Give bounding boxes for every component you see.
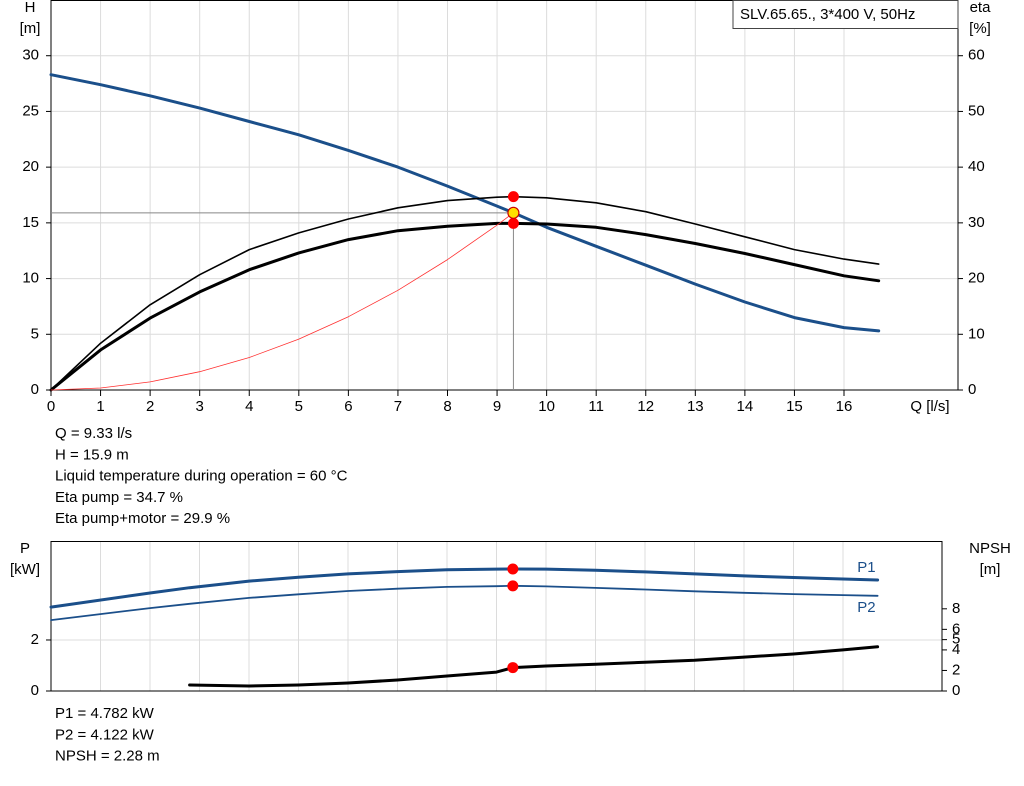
info-line: Eta pump = 34.7 %	[55, 489, 183, 506]
x-tick-label: 12	[637, 398, 654, 415]
y-tick-label: 5	[31, 325, 39, 342]
info-line: Eta pump+motor = 29.9 %	[55, 510, 230, 527]
y2-tick-label: 5	[952, 631, 960, 648]
curve	[50, 584, 879, 621]
y-axis-label: [m]	[20, 20, 41, 37]
y-tick-label: 0	[31, 381, 39, 398]
operating-point	[507, 662, 519, 674]
y2-axis-label: [%]	[969, 20, 991, 37]
y2-tick-label: 50	[968, 102, 985, 119]
y2-tick-label: 60	[968, 47, 985, 64]
y2-tick-label: 10	[968, 325, 985, 342]
y2-axis-label: NPSH	[969, 540, 1011, 557]
x-tick-label: 1	[96, 398, 104, 415]
operating-point	[507, 563, 519, 575]
x-tick-label: 4	[245, 398, 253, 415]
y-tick-label: 0	[31, 682, 39, 699]
x-tick-label: 6	[344, 398, 352, 415]
y2-tick-label: 20	[968, 270, 985, 287]
x-axis-label: Q [l/s]	[910, 398, 949, 415]
y2-tick-label: 0	[968, 381, 976, 398]
y-tick-label: 25	[22, 102, 39, 119]
y-tick-label: 15	[22, 214, 39, 231]
curve	[49, 567, 880, 609]
y2-tick-label: 4	[952, 641, 960, 658]
info-line: Liquid temperature during operation = 60…	[55, 468, 348, 485]
y-axis-label: P	[20, 540, 30, 557]
y-tick-label: 30	[22, 47, 39, 64]
chart-title: SLV.65.65., 3*400 V, 50Hz	[740, 6, 915, 23]
x-tick-label: 7	[394, 398, 402, 415]
curve	[50, 195, 880, 391]
x-tick-label: 15	[786, 398, 803, 415]
curve	[49, 221, 881, 392]
curve	[188, 645, 880, 688]
x-tick-label: 9	[493, 398, 501, 415]
y2-tick-label: 0	[952, 682, 960, 699]
x-tick-label: 8	[443, 398, 451, 415]
operating-point	[507, 206, 520, 219]
y2-tick-label: 30	[968, 214, 985, 231]
operating-point	[507, 217, 519, 229]
y2-tick-label: 8	[952, 600, 960, 617]
y2-tick-label: 2	[952, 661, 960, 678]
x-tick-label: 11	[588, 398, 604, 415]
x-tick-label: 13	[687, 398, 704, 415]
info-line: H = 15.9 m	[55, 446, 129, 463]
y2-axis-label: [m]	[980, 561, 1001, 578]
operating-point	[507, 191, 519, 203]
x-tick-label: 5	[295, 398, 303, 415]
y-tick-label: 10	[22, 270, 39, 287]
y-tick-label: 20	[22, 158, 39, 175]
x-tick-label: 16	[836, 398, 853, 415]
series-label: P1	[857, 559, 875, 576]
x-tick-label: 14	[737, 398, 754, 415]
y2-tick-label: 40	[968, 158, 985, 175]
y2-axis-label: eta	[970, 0, 992, 16]
y-axis-label: H	[25, 0, 36, 16]
info-line: Q = 9.33 l/s	[55, 425, 132, 442]
info-line: P1 = 4.782 kW	[55, 705, 155, 722]
y2-tick-label: 6	[952, 620, 960, 637]
x-tick-label: 10	[538, 398, 555, 415]
y-axis-label: [kW]	[10, 561, 40, 578]
info-line: P2 = 4.122 kW	[55, 726, 155, 743]
curve	[50, 212, 514, 391]
x-tick-label: 2	[146, 398, 154, 415]
plot-frame	[50, 0, 959, 391]
curve	[49, 73, 881, 333]
series-label: P2	[857, 599, 875, 616]
title-box	[732, 0, 959, 29]
operating-point	[507, 580, 519, 592]
x-tick-label: 0	[47, 398, 55, 415]
x-tick-label: 3	[196, 398, 204, 415]
info-line: NPSH = 2.28 m	[55, 748, 160, 765]
y-tick-label: 2	[31, 631, 39, 648]
plot-frame	[50, 541, 943, 692]
